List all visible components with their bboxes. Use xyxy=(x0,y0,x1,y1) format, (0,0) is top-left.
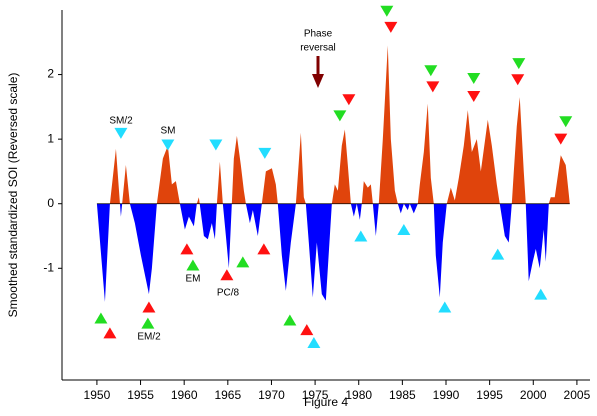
triangle-marker xyxy=(103,327,117,339)
triangle-marker xyxy=(94,312,108,324)
triangle-marker xyxy=(380,5,394,17)
triangle-marker xyxy=(467,72,481,84)
triangle-marker xyxy=(384,21,398,33)
triangle-marker xyxy=(511,74,525,86)
triangle-marker xyxy=(354,230,368,242)
triangle-marker xyxy=(283,314,297,326)
x-tick-label: 2005 xyxy=(564,388,591,402)
y-tick-label: 1 xyxy=(47,131,54,145)
annotation: EM/2 xyxy=(137,332,161,343)
triangle-marker xyxy=(186,259,200,271)
triangle-marker xyxy=(559,116,573,128)
triangle-marker xyxy=(209,139,223,151)
triangle-marker xyxy=(333,110,347,122)
triangle-marker xyxy=(258,147,272,159)
triangle-marker xyxy=(307,337,321,349)
annotation: EM xyxy=(186,274,201,285)
triangle-marker xyxy=(534,288,548,300)
triangle-marker xyxy=(257,243,271,255)
triangle-marker xyxy=(141,317,155,329)
triangle-marker xyxy=(424,65,438,77)
triangle-marker xyxy=(491,248,505,260)
annotation: PC/8 xyxy=(217,288,240,299)
x-tick-label: 1960 xyxy=(171,388,198,402)
x-tick-label: 1950 xyxy=(84,388,111,402)
triangle-marker xyxy=(467,91,481,103)
annotation: reversal xyxy=(300,43,336,54)
annotation: SM xyxy=(161,126,176,137)
y-tick-label: 0 xyxy=(47,196,54,210)
triangle-marker xyxy=(114,127,128,139)
triangle-marker xyxy=(236,256,250,268)
y-tick-label: -1 xyxy=(43,260,54,274)
triangle-marker xyxy=(142,301,156,313)
y-tick-label: 2 xyxy=(47,67,54,81)
x-axis-label: Figure 4 xyxy=(304,395,348,409)
soi-area xyxy=(96,45,570,302)
triangle-marker xyxy=(180,243,194,255)
triangle-marker xyxy=(342,94,356,106)
triangle-marker xyxy=(397,224,411,236)
x-tick-label: 1990 xyxy=(433,388,460,402)
x-tick-label: 1980 xyxy=(345,388,372,402)
triangle-marker xyxy=(161,139,175,151)
x-tick-label: 2000 xyxy=(520,388,547,402)
x-tick-label: 1970 xyxy=(258,388,285,402)
triangle-marker xyxy=(426,81,440,93)
triangle-marker xyxy=(220,269,234,281)
x-tick-label: 1975 xyxy=(302,388,329,402)
triangle-marker xyxy=(438,301,452,313)
annotation: SM/2 xyxy=(109,116,133,127)
y-axis-label: Smoothed standardized SOI (Reversed scal… xyxy=(6,73,20,318)
x-tick-label: 1985 xyxy=(389,388,416,402)
triangle-marker xyxy=(512,58,526,70)
triangle-marker xyxy=(554,133,568,145)
x-tick-label: 1965 xyxy=(214,388,241,402)
annotation: Phase xyxy=(304,29,333,40)
x-tick-label: 1995 xyxy=(476,388,503,402)
phase-arrow-head xyxy=(312,74,324,88)
x-tick-label: 1955 xyxy=(127,388,154,402)
triangle-marker xyxy=(300,324,314,336)
